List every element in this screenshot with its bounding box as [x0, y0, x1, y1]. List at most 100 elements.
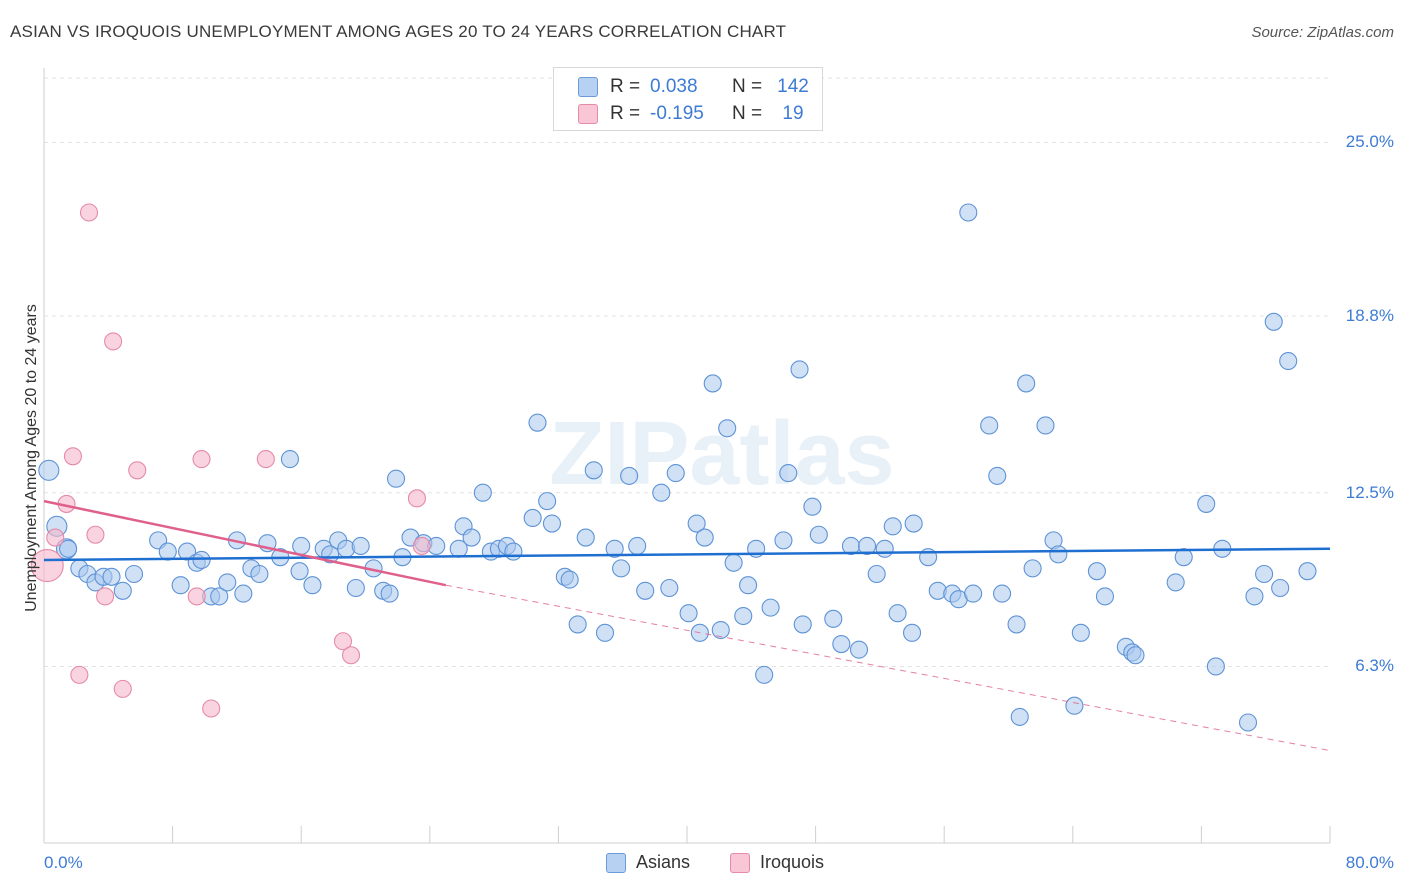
asian-point: [38, 459, 60, 481]
asian-point: [980, 416, 999, 435]
asian-point: [809, 525, 828, 544]
asian-point: [1087, 562, 1106, 581]
iroquois-swatch: [578, 104, 598, 124]
asian-point: [779, 464, 798, 483]
asian-point: [192, 550, 211, 570]
asian-point: [568, 615, 587, 634]
asian-point: [1279, 351, 1298, 371]
asian-point: [724, 553, 743, 572]
x-tick-label-min: 0.0%: [44, 853, 83, 872]
iroquois-point: [46, 528, 65, 547]
asian-point: [824, 609, 843, 628]
asian-points: [38, 203, 1317, 732]
asian-point: [346, 578, 365, 598]
iroquois-point: [192, 450, 211, 469]
r-label: R =: [610, 103, 641, 124]
legend-label-iroquois: Iroquois: [760, 852, 825, 872]
asian-swatch: [578, 77, 598, 97]
asian-point: [1174, 548, 1193, 567]
iroquois-point: [202, 699, 221, 718]
r-label: R =: [610, 76, 641, 97]
y-tick-label-0: 6.3%: [1355, 656, 1394, 676]
iroquois-point: [104, 332, 123, 351]
iroquois-point: [407, 489, 426, 508]
asian-point: [351, 536, 370, 556]
gridlines: [44, 77, 1330, 667]
iroquois-point: [341, 646, 361, 665]
asian-point: [888, 604, 907, 623]
asian-point: [1007, 615, 1026, 634]
asian-point: [1036, 416, 1055, 435]
asian-point: [875, 539, 894, 558]
legend-top: R = 0.038 N = 142 R = -0.195 N = 19: [553, 67, 823, 131]
asian-point: [605, 539, 624, 558]
legend-row-asians: R = 0.038 N = 142: [578, 75, 818, 99]
asian-point: [1049, 545, 1068, 564]
asian-point: [234, 584, 253, 603]
asian-point: [1071, 623, 1090, 642]
n-value: 19: [782, 103, 804, 124]
asian-point: [473, 483, 492, 502]
asian-point: [652, 483, 671, 502]
r-value: 0.038: [650, 76, 698, 97]
iroquois-point: [70, 665, 89, 684]
asian-point: [102, 567, 121, 586]
asian-point: [59, 539, 78, 558]
asian-point: [612, 559, 631, 578]
asian-point: [1255, 564, 1274, 584]
asian-trend-line: [43, 547, 1331, 562]
asian-point: [636, 581, 655, 600]
legend-row-iroquois: R = -0.195 N = 19: [578, 102, 818, 126]
asian-point: [761, 598, 780, 617]
asian-point: [857, 536, 877, 556]
asian-point: [711, 620, 730, 640]
y-axis-label: Unemployment Among Ages 20 to 24 years: [23, 304, 40, 612]
asian-point: [1264, 312, 1283, 331]
asian-point: [462, 528, 481, 547]
legend-bottom: Asians Iroquois: [0, 852, 1406, 878]
iroquois-point: [128, 461, 147, 480]
iroquois-point: [412, 536, 431, 556]
asian-point: [171, 576, 190, 595]
asian-point: [290, 562, 309, 581]
asian-point: [793, 615, 812, 634]
asian-point: [620, 466, 639, 485]
asian-point: [158, 542, 177, 561]
iroquois-point: [96, 587, 115, 606]
asian-point: [386, 469, 406, 488]
asian-point: [538, 492, 557, 511]
asian-point: [542, 514, 562, 533]
asian-point: [303, 576, 322, 595]
asian-point: [1197, 494, 1216, 513]
asian-point: [250, 564, 269, 584]
asian-point: [988, 466, 1007, 485]
asian-point: [832, 634, 851, 654]
source-label: Source: ZipAtlas.com: [1251, 24, 1394, 41]
asian-point: [280, 450, 299, 469]
r-value: -0.195: [650, 103, 704, 124]
asian-point: [993, 584, 1012, 603]
asian-point: [1245, 587, 1264, 606]
iroquois-trend-extension: [445, 584, 1331, 752]
asian-point: [504, 542, 523, 561]
asian-point: [666, 464, 685, 483]
iroquois-points: [30, 203, 431, 718]
asian-point: [628, 536, 647, 556]
asian-point: [113, 581, 132, 600]
asian-point: [380, 584, 399, 603]
iroquois-trend-line: [43, 499, 447, 587]
n-label: N =: [732, 76, 763, 97]
iroquois-swatch: [730, 852, 750, 873]
watermark: ZIPatlas: [549, 404, 894, 504]
legend-label-asians: Asians: [636, 852, 691, 872]
asian-point: [523, 508, 542, 527]
asian-point: [528, 413, 547, 432]
asian-point: [849, 640, 869, 659]
asian-point: [660, 578, 679, 598]
asian-point: [595, 623, 615, 642]
asian-point: [790, 360, 809, 379]
asian-point: [576, 528, 595, 547]
asian-point: [679, 604, 698, 623]
iroquois-point: [79, 203, 99, 222]
